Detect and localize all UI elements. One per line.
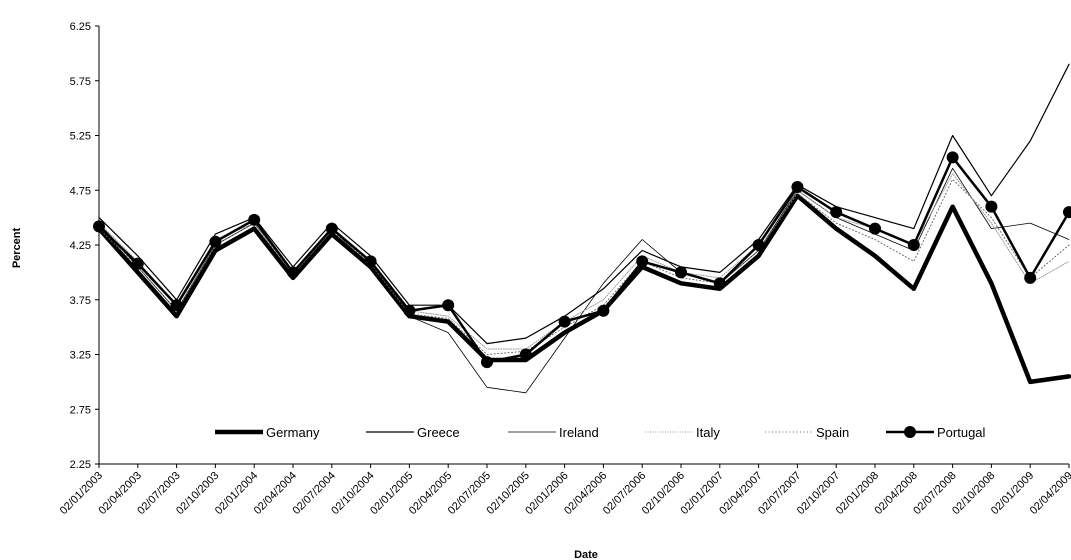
y-tick-label: 2.75 bbox=[70, 404, 91, 416]
series-point-portugal bbox=[1024, 271, 1037, 284]
legend-label-spain: Spain bbox=[816, 425, 849, 440]
series-point-portugal bbox=[597, 304, 610, 317]
series-point-portugal bbox=[675, 266, 687, 279]
series-point-portugal bbox=[558, 315, 571, 328]
legend: Germany Greece Ireland Italy Spain Portugal bbox=[215, 425, 986, 440]
x-axis-title: Date bbox=[574, 549, 598, 560]
series-point-portugal bbox=[170, 299, 183, 312]
series-point-portugal bbox=[325, 222, 338, 235]
series-point-portugal bbox=[1063, 206, 1071, 219]
series-point-portugal bbox=[287, 266, 299, 279]
legend-label-italy: Italy bbox=[696, 425, 720, 440]
series-point-portugal bbox=[442, 299, 455, 312]
y-tick-label: 3.25 bbox=[70, 350, 91, 362]
series-point-portugal bbox=[131, 257, 144, 270]
y-tick-label: 3.75 bbox=[70, 295, 91, 307]
series-point-portugal bbox=[752, 239, 765, 251]
series-point-portugal bbox=[946, 151, 959, 164]
y-axis-ticks: 2.25 2.75 3.25 3.75 4.25 4.75 5.25 5.75 6.25 bbox=[70, 21, 99, 471]
series-point-portugal bbox=[364, 255, 377, 268]
series-layer bbox=[93, 63, 1071, 394]
y-axis-title: Percent bbox=[11, 227, 23, 268]
series-point-portugal bbox=[481, 356, 493, 369]
y-tick-label: 6.25 bbox=[70, 21, 91, 33]
series-point-portugal bbox=[830, 206, 843, 219]
y-tick-label: 2.25 bbox=[70, 459, 91, 471]
series-point-portugal bbox=[636, 255, 649, 268]
series-point-portugal bbox=[403, 304, 416, 317]
legend-label-germany: Germany bbox=[266, 425, 320, 440]
series-point-portugal bbox=[519, 348, 532, 361]
legend-label-greece: Greece bbox=[417, 425, 460, 440]
series-point-portugal bbox=[985, 200, 998, 213]
series-line-spain bbox=[98, 178, 1070, 355]
series-point-portugal bbox=[869, 222, 881, 235]
y-tick-label: 5.25 bbox=[70, 131, 91, 143]
series-point-portugal bbox=[907, 239, 920, 251]
series-line-greece bbox=[98, 63, 1070, 345]
series-line-ireland bbox=[98, 167, 1070, 394]
legend-marker-portugal bbox=[904, 426, 916, 438]
series-point-portugal bbox=[713, 277, 726, 290]
series-line-portugal bbox=[97, 156, 1071, 364]
series-point-portugal bbox=[791, 180, 804, 193]
legend-label-ireland: Ireland bbox=[559, 425, 599, 440]
x-axis-ticks: 02/01/200302/04/200302/07/200302/10/2003… bbox=[58, 464, 1071, 517]
series-point-portugal bbox=[248, 213, 261, 226]
y-tick-label: 4.75 bbox=[70, 185, 91, 197]
series-point-portugal bbox=[209, 235, 222, 248]
series-line-germany bbox=[96, 193, 1071, 385]
legend-label-portugal: Portugal bbox=[937, 425, 986, 440]
y-tick-label: 5.75 bbox=[70, 76, 91, 88]
y-tick-label: 4.25 bbox=[70, 240, 91, 252]
